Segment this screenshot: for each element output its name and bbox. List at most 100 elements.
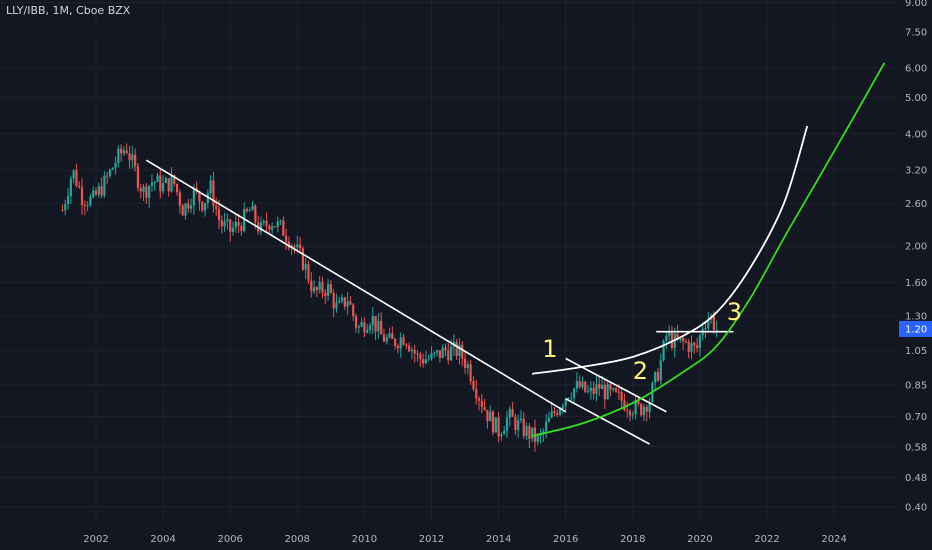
chart-grid xyxy=(0,0,896,522)
y-tick-label: 0.70 xyxy=(905,412,927,423)
candle-body xyxy=(128,153,131,161)
candle-body xyxy=(374,316,377,332)
candle-body xyxy=(251,205,254,211)
candle-body xyxy=(477,398,481,401)
candle-body xyxy=(600,385,604,389)
candle-body xyxy=(631,414,634,416)
candle-body xyxy=(178,192,181,206)
candle-body xyxy=(684,341,688,343)
candle-body xyxy=(134,154,137,167)
candle-body xyxy=(273,226,277,228)
candle-body xyxy=(559,408,562,415)
candle-body xyxy=(433,352,436,354)
candle-body xyxy=(80,187,84,206)
annotations: 1 2 3 xyxy=(542,298,742,385)
x-tick-label: 2010 xyxy=(352,534,377,545)
candle-body xyxy=(416,353,419,355)
candle-body xyxy=(438,350,441,358)
candle-body xyxy=(483,407,486,410)
candle-body xyxy=(368,325,372,330)
y-tick-label: 1.05 xyxy=(905,346,927,357)
candle-body xyxy=(167,178,170,192)
candle-body xyxy=(550,411,553,418)
y-tick-label: 0.85 xyxy=(905,380,927,391)
candle-body xyxy=(206,193,209,204)
candle-body xyxy=(656,372,660,381)
time-axis[interactable]: 2002 2004 2006 2008 2010 2012 2014 2016 2018 2020… xyxy=(83,534,847,545)
candle-body xyxy=(670,332,674,348)
candle-body xyxy=(553,411,556,413)
candle-body xyxy=(654,372,657,383)
candle-body xyxy=(189,205,193,209)
candle-body xyxy=(410,349,414,352)
x-tick-label: 2016 xyxy=(553,534,578,545)
candle-body xyxy=(455,341,458,356)
annotation-label-1: 1 xyxy=(542,335,557,363)
annotation-label-3: 3 xyxy=(727,298,742,326)
candle-body xyxy=(231,227,235,232)
candle-body xyxy=(122,150,126,154)
candle-body xyxy=(293,245,296,248)
candle-body xyxy=(72,170,75,179)
y-tick-label: 5.00 xyxy=(905,93,927,104)
y-tick-label: 2.00 xyxy=(905,242,927,253)
candle-body xyxy=(318,281,321,291)
candle-body xyxy=(505,417,509,431)
candle-body xyxy=(561,406,565,409)
candle-body xyxy=(572,388,576,398)
candle-body xyxy=(298,244,302,249)
candle-body xyxy=(525,426,528,437)
candle-body xyxy=(340,297,344,302)
x-tick-label: 2018 xyxy=(620,534,645,545)
candle-body xyxy=(707,319,710,329)
candle-body xyxy=(276,221,279,227)
candle-body xyxy=(181,205,184,216)
channel-lower-line xyxy=(565,398,650,445)
candle-body xyxy=(349,301,352,305)
candle-body xyxy=(413,349,416,354)
candle-body xyxy=(240,225,243,232)
candle-body xyxy=(61,210,64,212)
candle-body xyxy=(598,384,601,389)
candle-body xyxy=(366,329,369,333)
candle-body xyxy=(108,169,112,177)
candle-body xyxy=(217,208,221,221)
candle-body xyxy=(469,364,472,382)
candle-body xyxy=(463,358,467,368)
candle-body xyxy=(184,203,187,216)
candle-body xyxy=(69,178,72,197)
candle-body xyxy=(430,353,433,359)
candle-body xyxy=(584,381,587,392)
candle-body xyxy=(125,150,128,154)
candle-body xyxy=(444,347,447,351)
candles xyxy=(61,143,718,452)
candle-body xyxy=(575,381,578,389)
candle-body xyxy=(497,417,500,437)
candle-body xyxy=(536,435,539,442)
candle-body xyxy=(424,359,428,364)
candle-body xyxy=(310,280,313,292)
long-downtrend xyxy=(145,159,567,413)
candle-body xyxy=(150,182,154,186)
x-tick-label: 2024 xyxy=(821,534,846,545)
candle-body xyxy=(259,222,263,232)
candle-body xyxy=(170,175,173,192)
candle-body xyxy=(547,417,551,422)
candle-body xyxy=(131,154,134,161)
y-tick-label: 6.00 xyxy=(905,64,927,75)
candle-body xyxy=(704,328,707,330)
candle-body xyxy=(511,408,514,417)
candle-body xyxy=(173,175,176,184)
candle-body xyxy=(581,381,584,388)
x-tick-label: 2006 xyxy=(217,534,242,545)
candle-body xyxy=(100,186,103,196)
candle-body xyxy=(243,209,246,232)
candle-body xyxy=(388,333,391,338)
candle-body xyxy=(282,220,285,236)
price-axis[interactable]: 9.00 7.50 6.00 5.00 4.00 3.20 2.60 2.00 1.60 1.30… xyxy=(899,0,932,514)
current-price-badge xyxy=(899,320,932,337)
candle-body xyxy=(422,359,425,364)
candle-body xyxy=(458,344,461,356)
candle-body xyxy=(346,301,349,307)
